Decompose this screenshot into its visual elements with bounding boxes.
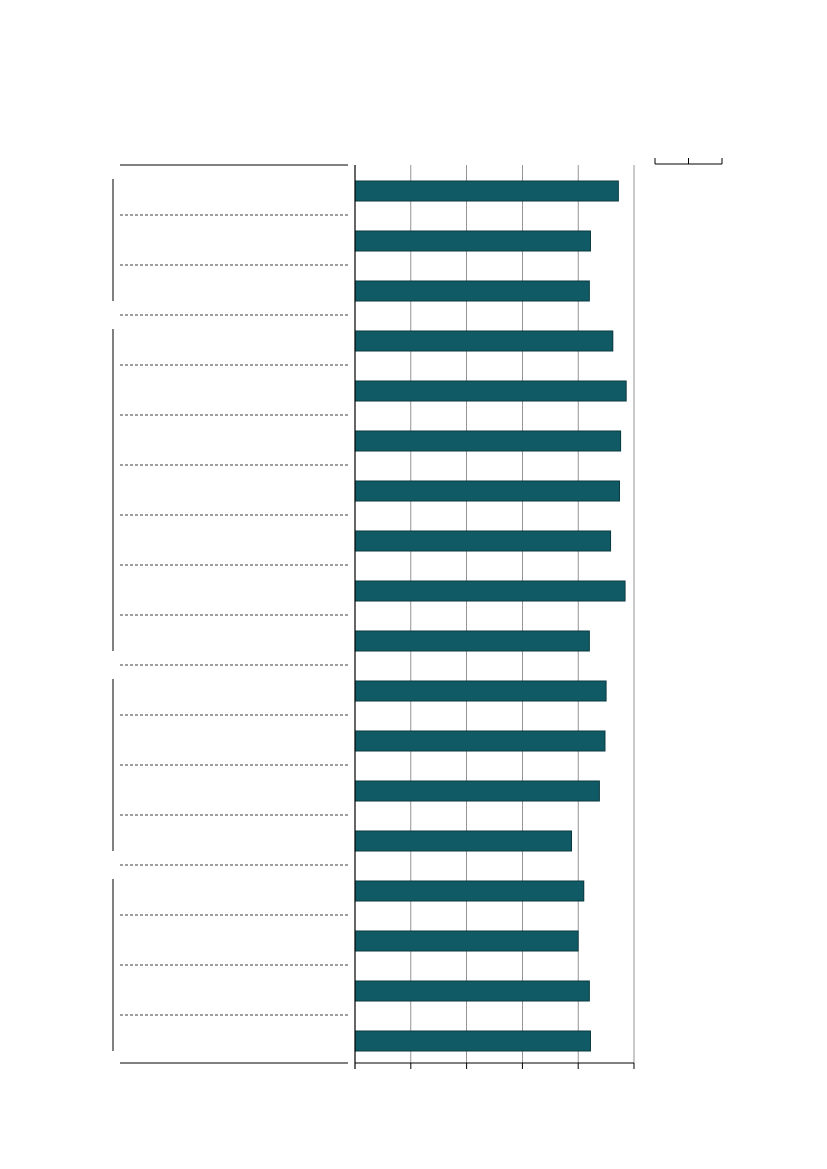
bar — [354, 930, 579, 952]
bar — [354, 680, 607, 702]
row-separators — [120, 164, 348, 1064]
bar — [354, 430, 622, 452]
bar — [354, 730, 606, 752]
bar — [354, 880, 585, 902]
bar — [354, 780, 600, 802]
bar — [354, 280, 590, 302]
bars — [354, 180, 627, 1052]
bar — [354, 580, 626, 602]
gridlines — [410, 165, 635, 1063]
legend-box — [654, 158, 723, 165]
bar — [354, 530, 612, 552]
bar — [354, 630, 590, 652]
bar — [354, 230, 591, 252]
bar — [354, 330, 614, 352]
bar — [354, 380, 627, 402]
bar — [354, 480, 620, 502]
bar — [354, 180, 619, 202]
bar — [354, 1030, 591, 1052]
axes — [354, 165, 635, 1069]
bar — [354, 830, 573, 852]
bar — [354, 980, 590, 1002]
